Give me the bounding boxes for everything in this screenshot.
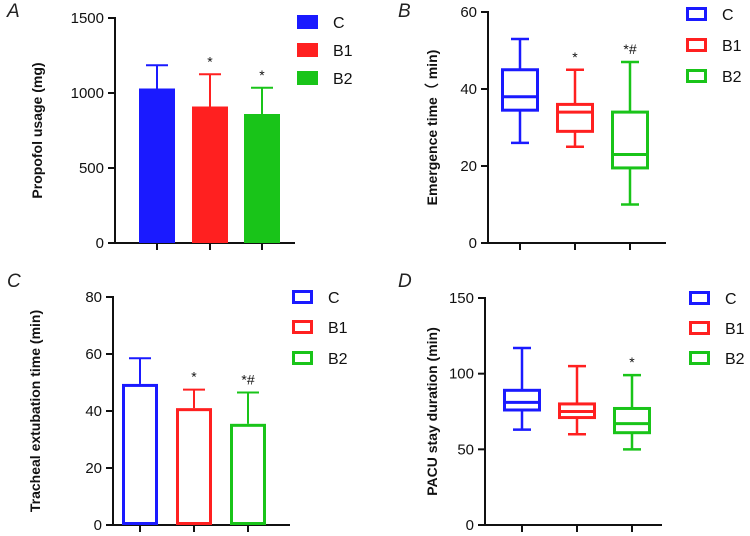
y-tick-label: 0: [469, 235, 477, 252]
bar-b1: [192, 106, 228, 243]
significance-marker: *: [191, 369, 197, 385]
legend-swatch: [292, 290, 313, 304]
y-axis-title: Emergence time（ min): [424, 50, 440, 206]
legend-swatch: [689, 321, 710, 335]
y-tick-label: 0: [466, 517, 474, 534]
legend-swatch: [686, 69, 707, 83]
legend-swatch: [686, 38, 707, 52]
bar-c: [139, 88, 175, 243]
legend-label: B2: [333, 71, 353, 88]
significance-marker: *: [629, 354, 635, 370]
legend-label: B2: [328, 351, 348, 368]
legend-label: B1: [333, 43, 353, 60]
legend-label: B2: [725, 351, 745, 368]
legend-label: B1: [722, 38, 742, 55]
panel-letter: C: [7, 271, 21, 292]
significance-marker: *: [207, 53, 213, 69]
legend-swatch: [689, 351, 710, 365]
y-tick-label: 150: [449, 290, 474, 307]
legend-swatch: [292, 351, 313, 365]
panel-letter: D: [398, 271, 412, 292]
legend-swatch: [689, 291, 710, 305]
y-tick-label: 1000: [71, 85, 104, 102]
y-axis-title: Tracheal extubation time (min): [27, 310, 43, 512]
box-b2: [613, 406, 651, 435]
significance-marker: *#: [241, 371, 254, 387]
bar-b2: [244, 114, 280, 243]
significance-marker: *: [259, 67, 265, 83]
y-tick-label: 0: [94, 517, 102, 534]
legend-label: B1: [725, 321, 745, 338]
bar-b1: [176, 408, 212, 525]
significance-marker: *#: [623, 41, 636, 57]
legend-swatch: [686, 7, 707, 21]
box-b1: [556, 102, 594, 133]
box-b2: [611, 110, 649, 170]
bar-c: [122, 383, 158, 525]
legend-swatch: [297, 15, 318, 29]
legend-swatch: [297, 71, 318, 85]
y-tick-label: 80: [85, 289, 102, 306]
panel-a: A 0 500 1000 1500 Propofol usage (mg) * * C B1 B2: [6, 1, 353, 252]
y-tick-label: 0: [96, 235, 104, 252]
y-axis-title: Propofol usage (mg): [29, 62, 45, 198]
legend-label: B1: [328, 320, 348, 337]
panel-letter: B: [398, 1, 411, 22]
box-c: [503, 388, 541, 412]
y-tick-label: 1500: [71, 10, 104, 27]
panel-letter: A: [6, 1, 20, 22]
panel-b: B 0 20 40 60 Emergence time（ min) * *# C B1 B2: [398, 1, 742, 252]
legend-label: C: [333, 15, 345, 32]
legend-label: C: [722, 7, 734, 24]
significance-marker: *: [572, 49, 578, 65]
y-tick-label: 60: [460, 4, 477, 21]
legend-swatch: [297, 43, 318, 57]
y-tick-label: 100: [449, 366, 474, 383]
y-tick-label: 20: [460, 158, 477, 175]
y-tick-label: 60: [85, 346, 102, 363]
y-tick-label: 40: [460, 81, 477, 98]
y-axis-title: PACU stay duration (min): [424, 327, 440, 496]
y-tick-label: 40: [85, 403, 102, 420]
y-tick-label: 50: [457, 441, 474, 458]
legend-label: B2: [722, 69, 742, 86]
panel-d: D 0 50 100 150 PACU stay duration (min) * C B1 B2: [398, 271, 745, 534]
legend-label: C: [725, 291, 737, 308]
y-tick-label: 20: [85, 460, 102, 477]
bar-b2: [230, 423, 266, 526]
legend-swatch: [292, 320, 313, 334]
y-tick-label: 500: [79, 160, 104, 177]
box-c: [501, 68, 539, 112]
legend-label: C: [328, 290, 340, 307]
panel-c: C 0 20 40 60 80 Tracheal extubation time (min)…: [7, 271, 348, 534]
